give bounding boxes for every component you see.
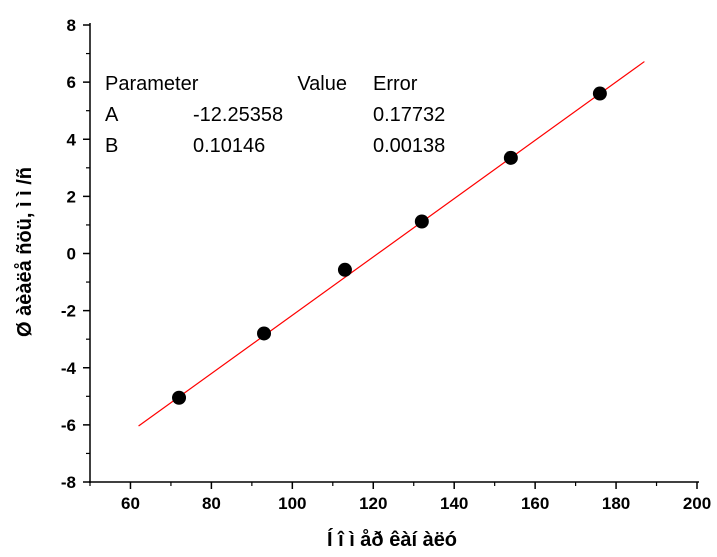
y-tick-label: 0 [67, 245, 76, 264]
x-tick-label: 140 [440, 494, 468, 513]
fit-table-cell: 0.10146 [193, 135, 265, 157]
x-tick-label: 160 [521, 494, 549, 513]
y-tick-label: -6 [61, 416, 76, 435]
x-axis-title: Í î ì åð êàí àëó [327, 528, 457, 551]
data-point [257, 326, 272, 341]
y-axis-title: Ø àèàëå ñöü, ì ì /ñ [13, 167, 36, 337]
fit-table-header: Error [373, 73, 418, 95]
x-tick-label: 80 [202, 494, 221, 513]
y-tick-label: 2 [67, 187, 76, 206]
fit-table-cell: 0.00138 [373, 135, 445, 157]
fit-table-cell: A [105, 104, 119, 126]
fit-line-layer [138, 61, 645, 427]
data-point [592, 86, 607, 101]
x-tick-label: 180 [602, 494, 630, 513]
x-tick-label: 100 [278, 494, 306, 513]
data-point [172, 390, 187, 405]
data-point [337, 262, 352, 277]
fit-table-header: Parameter [105, 73, 199, 95]
y-tick-label: -2 [61, 302, 76, 321]
data-points [172, 86, 607, 405]
fit-parameter-table: Parameter Value Error A -12.25358 0.17732 B 0.1… [105, 73, 445, 157]
y-tick-label: 6 [67, 73, 76, 92]
y-tick-label: 4 [67, 130, 77, 149]
x-tick-label: 120 [359, 494, 387, 513]
y-tick-label: 8 [67, 16, 76, 35]
axes: -8 -6 -4 -2 0 2 4 6 8 60 80 100 120 140 160 180 200 [61, 16, 711, 513]
x-tick-label: 60 [121, 494, 140, 513]
data-point [503, 150, 518, 165]
fit-table-cell: -12.25358 [193, 104, 283, 126]
fit-table-cell: B [105, 135, 118, 157]
fit-table-header: Value [297, 73, 347, 95]
data-point [414, 214, 429, 229]
y-tick-label: -8 [61, 473, 76, 492]
fit-line [138, 61, 645, 427]
x-tick-label: 200 [683, 494, 711, 513]
fit-table-cell: 0.17732 [373, 104, 445, 126]
y-tick-label: -4 [61, 359, 77, 378]
